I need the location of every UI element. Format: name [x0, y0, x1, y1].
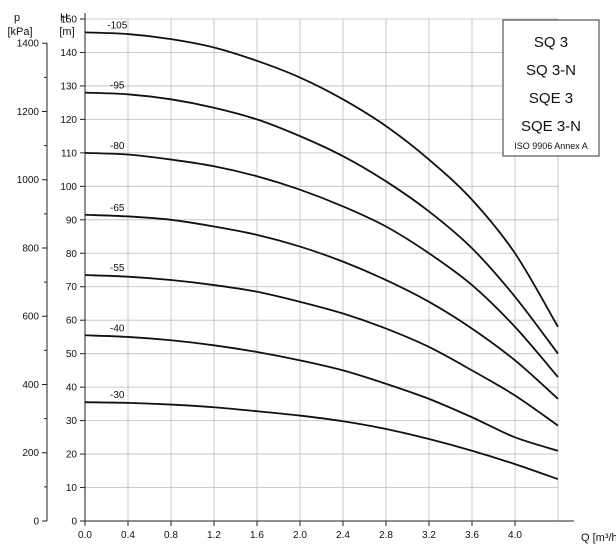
y2-tick-label: 800: [22, 243, 39, 254]
y2-tick-label: 400: [22, 380, 39, 391]
y-tick-label: 70: [66, 282, 78, 293]
curves: [84, 31, 559, 481]
y-axis-title-unit: [m]: [59, 26, 74, 38]
y-tick-label: 110: [61, 148, 77, 159]
y2-tick-label: 1000: [17, 175, 40, 186]
legend-entry: SQE 3: [529, 90, 573, 107]
x-tick-label: 1.6: [250, 530, 264, 541]
legend-entry: SQ 3-N: [526, 62, 576, 79]
y2-axis-title-symbol: p: [14, 12, 20, 24]
x-axis-title: Q [m³/h]: [581, 532, 616, 544]
y-tick-label: 100: [60, 182, 77, 193]
y-tick-label: 50: [66, 349, 78, 360]
y-axis-title-symbol: H: [60, 12, 68, 24]
grid: [84, 18, 559, 521]
series-label: -95: [110, 81, 125, 92]
y2-tick-label: 0: [33, 517, 39, 528]
series-label: -40: [110, 323, 125, 334]
series-line: [84, 91, 559, 355]
x-tick-label: 3.2: [422, 530, 436, 541]
series-label: -55: [110, 263, 125, 274]
y-tick-label: 60: [66, 316, 78, 327]
series-line: [84, 151, 559, 378]
legend: SQ 3 SQ 3-N SQE 3 SQE 3-N ISO 9906 Annex…: [502, 19, 600, 157]
y-tick-label: 0: [71, 517, 77, 528]
y-tick-label: 10: [66, 483, 78, 494]
axes: 0 10 20 30 40 50 60 70 80 90 100 110 120 130 140 150 0.0…: [17, 13, 574, 541]
legend-entry: SQE 3-N: [521, 118, 581, 135]
y-tick-label: 20: [66, 450, 78, 461]
x-tick-label: 0.0: [78, 530, 92, 541]
x-tick-label: 1.2: [207, 530, 221, 541]
series-line: [84, 401, 559, 481]
y-tick-label: 140: [60, 48, 77, 59]
series-label: -30: [110, 390, 125, 401]
series-line: [84, 213, 559, 400]
x-tick-label: 3.6: [465, 530, 479, 541]
series-label: -65: [110, 203, 125, 214]
legend-entry: SQ 3: [534, 34, 568, 51]
x-tick-label: 2.0: [293, 530, 307, 541]
x-tick-label: 2.4: [336, 530, 350, 541]
y-tick-label: 90: [66, 215, 78, 226]
series-line: [84, 334, 559, 452]
y-tick-label: 150: [60, 15, 77, 26]
x-tick-label: 0.8: [164, 530, 178, 541]
x-tick-label: 4.0: [508, 530, 522, 541]
y2-tick-label: 600: [22, 312, 39, 323]
y2-tick-label: 200: [22, 448, 39, 459]
curve-labels: -105 -95 -80 -65 -55 -40 -30: [107, 20, 127, 401]
x-tick-label: 0.4: [121, 530, 135, 541]
y2-tick-label: 1400: [17, 39, 40, 50]
x-tick-label: 2.8: [379, 530, 393, 541]
y-tick-label: 80: [66, 249, 78, 260]
legend-box: [502, 19, 600, 157]
y-tick-label: 120: [60, 115, 77, 126]
series-label: -80: [110, 141, 125, 152]
y2-axis-title-unit: [kPa]: [7, 26, 32, 38]
y-tick-label: 30: [66, 416, 78, 427]
y-tick-label: 40: [66, 383, 78, 394]
series-label: -105: [107, 20, 127, 31]
series-line: [84, 274, 559, 427]
series-line: [84, 31, 559, 328]
y-tick-label: 130: [60, 81, 77, 92]
legend-note: ISO 9906 Annex A: [514, 141, 588, 151]
y2-tick-label: 1200: [17, 107, 40, 118]
